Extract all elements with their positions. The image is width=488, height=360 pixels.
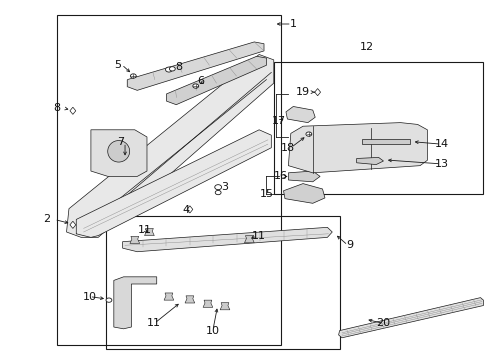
Polygon shape [70, 107, 76, 114]
Bar [57, 15, 281, 345]
Text: 5: 5 [114, 60, 121, 70]
Polygon shape [314, 89, 320, 96]
Bar [273, 62, 483, 194]
Polygon shape [338, 298, 483, 338]
Polygon shape [144, 228, 154, 235]
Text: 14: 14 [434, 139, 448, 149]
Text: 18: 18 [281, 143, 295, 153]
Text: 6: 6 [197, 76, 203, 86]
Text: 4: 4 [182, 206, 189, 216]
Circle shape [165, 67, 172, 72]
Text: 9: 9 [345, 240, 352, 250]
Text: 19: 19 [295, 87, 309, 97]
Bar [105, 216, 339, 348]
Circle shape [130, 74, 136, 78]
Polygon shape [66, 54, 273, 237]
Circle shape [192, 84, 198, 88]
Text: 11: 11 [252, 231, 265, 240]
Polygon shape [130, 236, 140, 243]
Polygon shape [288, 123, 427, 173]
Polygon shape [70, 221, 76, 228]
Text: 7: 7 [116, 138, 123, 147]
Text: 1: 1 [289, 19, 296, 29]
Text: 3: 3 [221, 182, 228, 192]
Polygon shape [220, 303, 229, 310]
Text: 17: 17 [271, 116, 285, 126]
Polygon shape [288, 171, 320, 182]
Text: 13: 13 [434, 159, 448, 169]
Circle shape [169, 67, 175, 71]
Polygon shape [186, 206, 192, 213]
Circle shape [106, 298, 112, 302]
Text: 8: 8 [175, 62, 182, 72]
Text: 15: 15 [259, 189, 273, 199]
Circle shape [215, 190, 221, 195]
Ellipse shape [107, 140, 129, 162]
Polygon shape [184, 296, 194, 303]
Text: 2: 2 [43, 215, 50, 224]
Polygon shape [203, 300, 212, 307]
Text: 11: 11 [147, 319, 161, 328]
Text: 12: 12 [359, 42, 373, 52]
Circle shape [214, 185, 221, 190]
Polygon shape [76, 130, 271, 237]
Polygon shape [361, 139, 409, 144]
Text: 10: 10 [82, 292, 96, 302]
Polygon shape [114, 277, 157, 329]
Text: 11: 11 [137, 225, 151, 235]
Polygon shape [91, 130, 147, 176]
Text: 10: 10 [205, 325, 219, 336]
Text: 20: 20 [376, 319, 390, 328]
Text: 8: 8 [53, 103, 60, 113]
Polygon shape [285, 107, 315, 123]
Polygon shape [163, 293, 173, 300]
Polygon shape [283, 184, 325, 203]
Polygon shape [166, 56, 266, 105]
Circle shape [305, 132, 311, 136]
Polygon shape [244, 235, 254, 243]
Polygon shape [127, 42, 264, 90]
Text: 16: 16 [273, 171, 287, 181]
Polygon shape [122, 227, 331, 252]
Polygon shape [356, 157, 383, 165]
